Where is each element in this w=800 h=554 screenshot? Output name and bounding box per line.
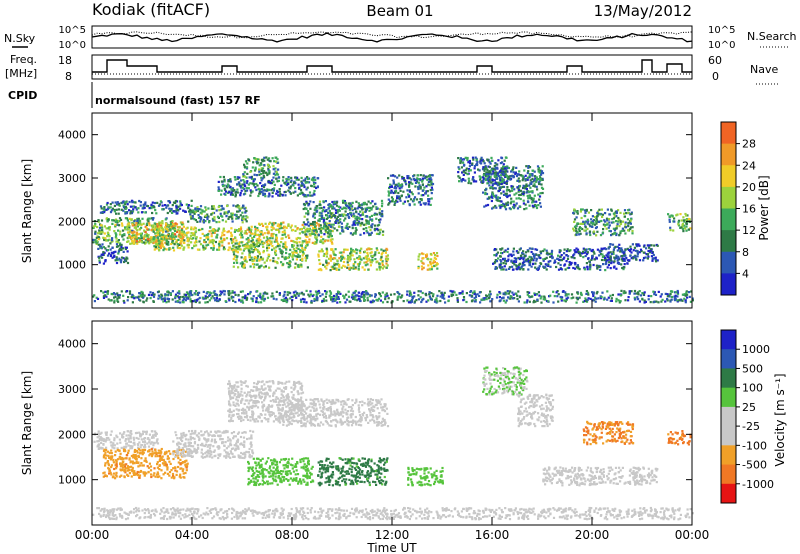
date-title: 13/May/2012 <box>594 2 692 20</box>
velocity-ylabel: Slant Range [km] <box>20 371 34 475</box>
power-ylabel: Slant Range [km] <box>20 159 34 263</box>
noise-right-tick-low: 10^0 <box>708 40 735 51</box>
power-colorbar-tick: 16 <box>742 203 756 216</box>
freq-label: Freq. <box>10 53 37 66</box>
power-colorbar-label: Power [dB] <box>757 175 771 240</box>
frequency-trace <box>92 59 692 73</box>
power-colorbar-tick: 20 <box>742 181 756 194</box>
station-title: Kodiak (fitACF) <box>92 0 210 19</box>
power-colorbar: 4 8 12 16 20 24 28 Power [dB] <box>720 121 771 296</box>
power-ytick-label: 3000 <box>58 172 86 185</box>
velocity-colorbar-tick: 500 <box>742 362 763 375</box>
velocity-ytick-label: 1000 <box>58 474 86 487</box>
velocity-colorbar-tick: 100 <box>742 382 763 395</box>
velocity-colorbar-tick: 25 <box>742 401 756 414</box>
velocity-colorbar: 1000 500 100 25 -25 -100 -500 -1000 Velocity [m… <box>720 329 787 504</box>
time-tick-label: 12:00 <box>375 528 410 542</box>
noise-search-trace <box>91 31 693 39</box>
freq-tick-high: 18 <box>58 54 72 67</box>
velocity-ytick-label: 4000 <box>58 338 86 351</box>
velocity-scatter <box>92 366 694 521</box>
noise-right-tick-high: 10^5 <box>708 25 735 36</box>
time-tick-label: 00:00 <box>75 528 110 542</box>
power-ytick-label: 1000 <box>58 259 86 272</box>
power-panel: 1000 2000 3000 4000 Slant Range [km] <box>20 112 694 309</box>
velocity-colorbar-label: Velocity [m s⁻¹] <box>773 373 787 466</box>
noise-sky-label: N.Sky <box>4 32 36 45</box>
time-tick-label: 08:00 <box>275 528 310 542</box>
nave-label: Nave <box>750 63 778 76</box>
freq-unit-label: [MHz] <box>5 67 37 80</box>
velocity-colorbar-tick: -500 <box>742 459 767 472</box>
noise-left-tick-low: 10^0 <box>59 40 86 51</box>
power-colorbar-tick: 28 <box>742 138 756 151</box>
cpid-text: normalsound (fast) 157 RF <box>95 94 261 107</box>
noise-search-label: N.Search <box>747 30 797 43</box>
cpid-row: CPID normalsound (fast) 157 RF <box>8 82 261 108</box>
power-colorbar-tick: 4 <box>742 267 749 280</box>
nave-tick-high: 60 <box>708 54 722 67</box>
velocity-ytick-label: 3000 <box>58 383 86 396</box>
freq-tick-low: 8 <box>65 70 72 83</box>
power-colorbar-tick: 24 <box>742 159 756 172</box>
time-tick-label: 04:00 <box>175 528 210 542</box>
noise-strip: N.Sky 10^5 10^0 10^5 10^0 N.Search <box>4 25 797 51</box>
time-tick-label: 00:00 <box>675 528 710 542</box>
time-tick-label: 16:00 <box>475 528 510 542</box>
velocity-colorbar-tick: 1000 <box>742 343 770 356</box>
time-axis-label: Time UT <box>366 541 417 554</box>
velocity-panel: 1000 2000 3000 4000 00:00 04:00 08:00 12:00 16:… <box>20 320 710 554</box>
velocity-colorbar-tick: -100 <box>742 439 767 452</box>
velocity-ytick-label: 2000 <box>58 428 86 441</box>
power-scatter <box>92 156 694 304</box>
cpid-label: CPID <box>8 89 37 102</box>
power-ytick-label: 4000 <box>58 129 86 142</box>
time-tick-label: 20:00 <box>575 528 610 542</box>
power-colorbar-tick: 12 <box>742 224 756 237</box>
velocity-colorbar-tick: -25 <box>742 420 760 433</box>
power-ytick-label: 2000 <box>58 215 86 228</box>
power-colorbar-tick: 8 <box>742 246 749 259</box>
velocity-colorbar-tick: -1000 <box>742 478 774 491</box>
beam-title: Beam 01 <box>366 2 433 20</box>
noise-sky-trace <box>91 32 693 43</box>
nave-tick-low: 0 <box>712 70 719 83</box>
noise-left-tick-high: 10^5 <box>59 25 86 36</box>
frequency-strip: Freq. [MHz] 18 8 60 0 Nave <box>5 53 778 85</box>
